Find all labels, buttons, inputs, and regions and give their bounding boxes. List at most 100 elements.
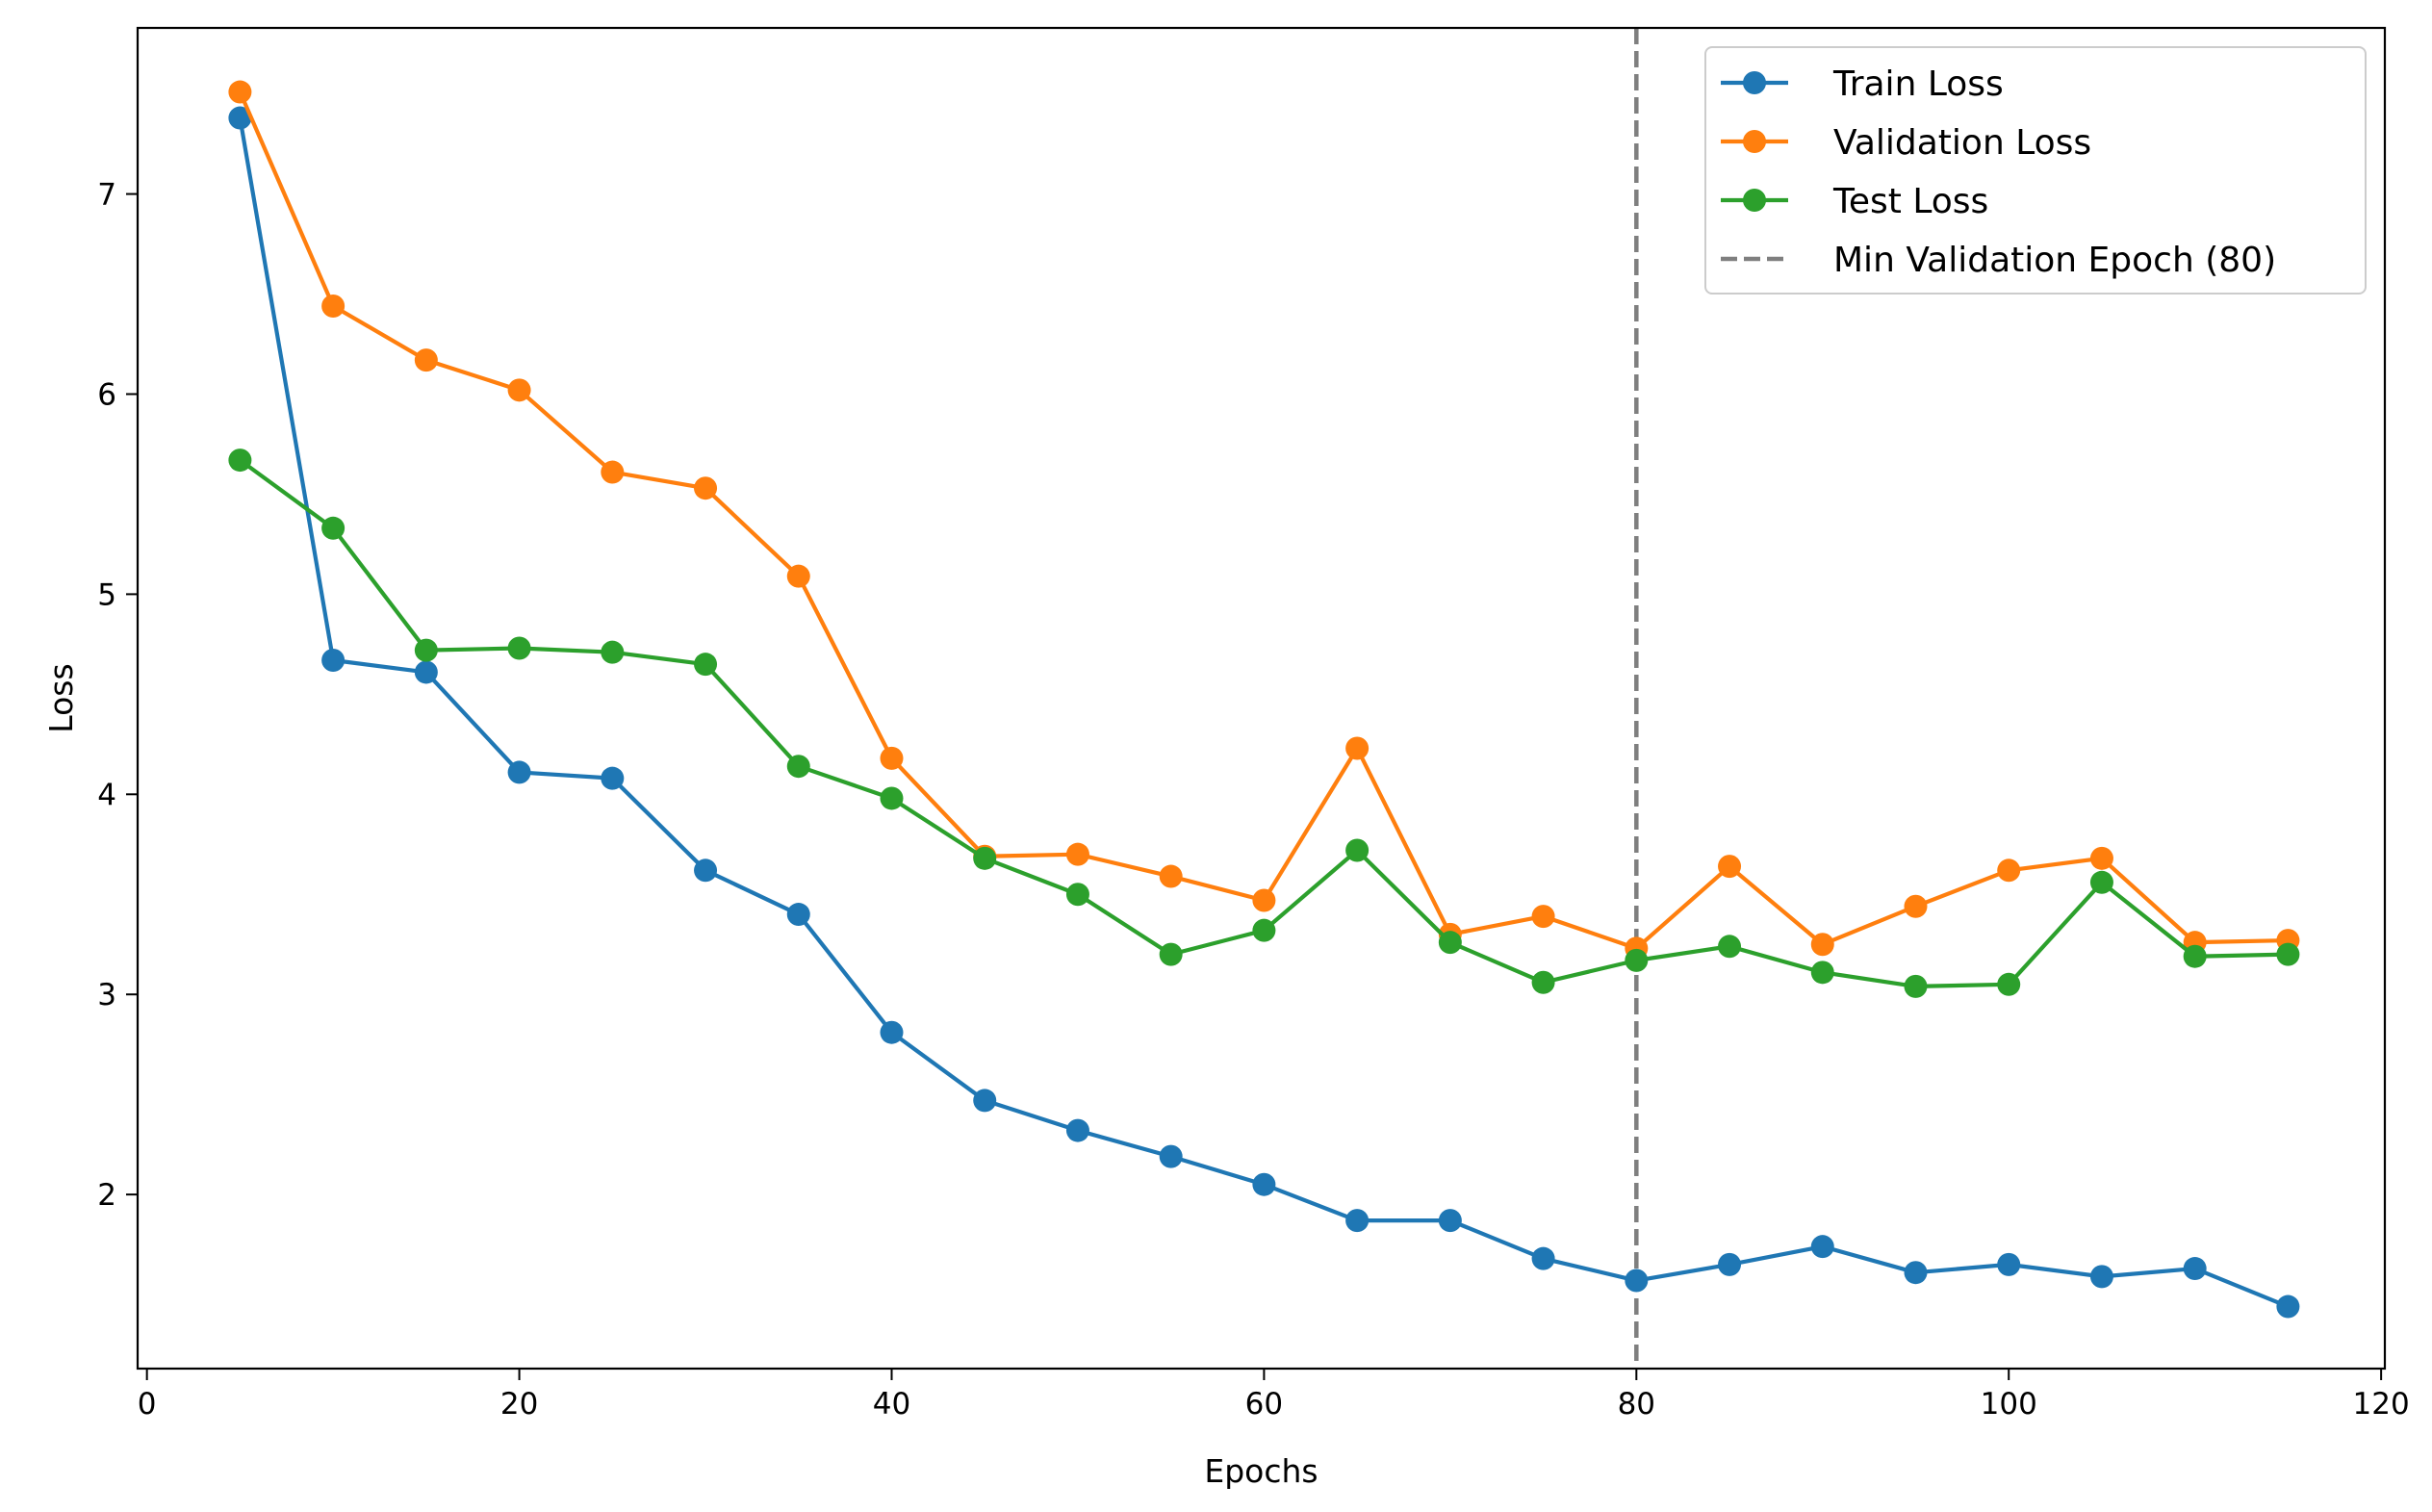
test-loss-point: [1718, 935, 1742, 959]
test-loss-point: [601, 640, 625, 664]
y-tick-label: 2: [97, 1178, 116, 1213]
test-loss-point: [321, 516, 346, 540]
y-tick-label: 5: [97, 577, 116, 612]
test-loss-point: [1065, 883, 1089, 907]
validation-loss-point: [1718, 855, 1742, 879]
validation-loss-point: [1159, 864, 1183, 888]
train-loss-point: [1159, 1144, 1183, 1168]
test-loss-point: [1625, 948, 1649, 972]
train-loss-point: [507, 760, 531, 784]
validation-loss-point: [1345, 736, 1370, 760]
test-loss-point: [1159, 942, 1183, 966]
train-loss-point: [694, 859, 718, 883]
series-layer: [228, 80, 2300, 1319]
test-loss-point: [786, 755, 810, 779]
train-loss-point: [2183, 1257, 2207, 1281]
legend: Train Loss Validation Loss Test Loss Min Va…: [1704, 46, 2367, 295]
test-loss-point: [1531, 970, 1555, 994]
train-loss-point: [786, 903, 810, 927]
validation-loss-point: [601, 460, 625, 484]
legend-item: Train Loss: [1721, 64, 2004, 104]
y-axis: 2 3 4 5 6 7: [97, 178, 138, 1213]
x-tick-label: 0: [138, 1387, 157, 1422]
train-loss-point: [228, 106, 252, 130]
validation-loss-point: [2089, 846, 2113, 870]
validation-loss-point: [1997, 859, 2021, 883]
test-loss-point: [1438, 931, 1462, 955]
x-axis-title: Epochs: [1204, 1452, 1318, 1490]
legend-marker-swatch: [1743, 130, 1766, 153]
test-loss-point: [1810, 961, 1834, 985]
legend-item: Test Loss: [1721, 182, 1988, 221]
train-loss-point: [1252, 1172, 1276, 1196]
train-loss-point: [1345, 1209, 1370, 1233]
validation-loss-point: [507, 378, 531, 402]
legend-marker-swatch: [1743, 71, 1766, 94]
train-loss-point: [2276, 1294, 2300, 1319]
test-loss-point: [2276, 942, 2300, 966]
x-tick-label: 20: [500, 1387, 538, 1422]
x-axis: 0 20 40 60 80 100 120: [138, 1369, 2410, 1422]
legend-label: Validation Loss: [1833, 123, 2091, 163]
validation-loss-point: [1065, 842, 1089, 866]
legend-label: Min Validation Epoch (80): [1833, 241, 2276, 280]
test-loss-point: [414, 638, 438, 662]
train-loss-point: [601, 766, 625, 790]
x-tick-label: 40: [873, 1387, 910, 1422]
y-tick-label: 7: [97, 178, 116, 213]
legend-item: Min Validation Epoch (80): [1721, 241, 2276, 280]
test-loss-point: [507, 636, 531, 660]
y-tick-label: 4: [97, 778, 116, 812]
train-loss-point: [1065, 1118, 1089, 1142]
test-loss-point: [1997, 972, 2021, 996]
train-loss-point: [973, 1089, 997, 1113]
train-loss-point: [880, 1020, 904, 1044]
train-loss-point: [1810, 1235, 1834, 1259]
test-loss-point: [1345, 838, 1370, 862]
y-tick-label: 6: [97, 377, 116, 412]
series-train-loss: [228, 106, 2300, 1319]
validation-loss-point: [1904, 894, 1928, 918]
x-tick-label: 100: [1981, 1387, 2037, 1422]
train-loss-point: [1904, 1261, 1928, 1285]
train-loss-point: [1438, 1209, 1462, 1233]
train-loss-point: [414, 660, 438, 684]
series-test-loss: [228, 448, 2300, 998]
validation-loss-point: [880, 746, 904, 770]
test-loss-point: [2183, 944, 2207, 968]
legend-item: Validation Loss: [1721, 123, 2091, 163]
validation-loss-point: [786, 564, 810, 588]
legend-box: [1704, 46, 2367, 295]
plot-frame: [136, 26, 2387, 1371]
train-loss-point: [1531, 1246, 1555, 1270]
validation-loss-point: [228, 80, 252, 104]
validation-loss-point: [694, 476, 718, 500]
test-loss-point: [1252, 918, 1276, 942]
validation-loss-point: [321, 294, 346, 318]
train-loss-point: [321, 648, 346, 672]
test-loss-point: [694, 653, 718, 677]
x-tick-label: 80: [1618, 1387, 1655, 1422]
test-loss-point: [2089, 870, 2113, 894]
train-loss-point: [1997, 1252, 2021, 1276]
train-loss-point: [1718, 1252, 1742, 1276]
validation-loss-point: [1531, 905, 1555, 929]
validation-loss-point: [414, 348, 438, 372]
y-axis-title: Loss: [42, 663, 80, 732]
validation-loss-point: [1252, 888, 1276, 912]
test-loss-point: [1904, 974, 1928, 998]
legend-marker-swatch: [1743, 189, 1766, 212]
legend-label: Train Loss: [1832, 64, 2004, 104]
test-loss-point: [228, 448, 252, 473]
legend-label: Test Loss: [1832, 182, 1988, 221]
y-tick-label: 3: [97, 978, 116, 1012]
x-tick-label: 120: [2353, 1387, 2410, 1422]
x-tick-label: 60: [1245, 1387, 1283, 1422]
validation-loss-point: [1810, 933, 1834, 957]
series-validation-loss: [228, 80, 2300, 961]
test-loss-point: [973, 846, 997, 870]
train-loss-point: [2089, 1265, 2113, 1289]
train-loss-point: [1625, 1269, 1649, 1293]
test-loss-point: [880, 786, 904, 810]
